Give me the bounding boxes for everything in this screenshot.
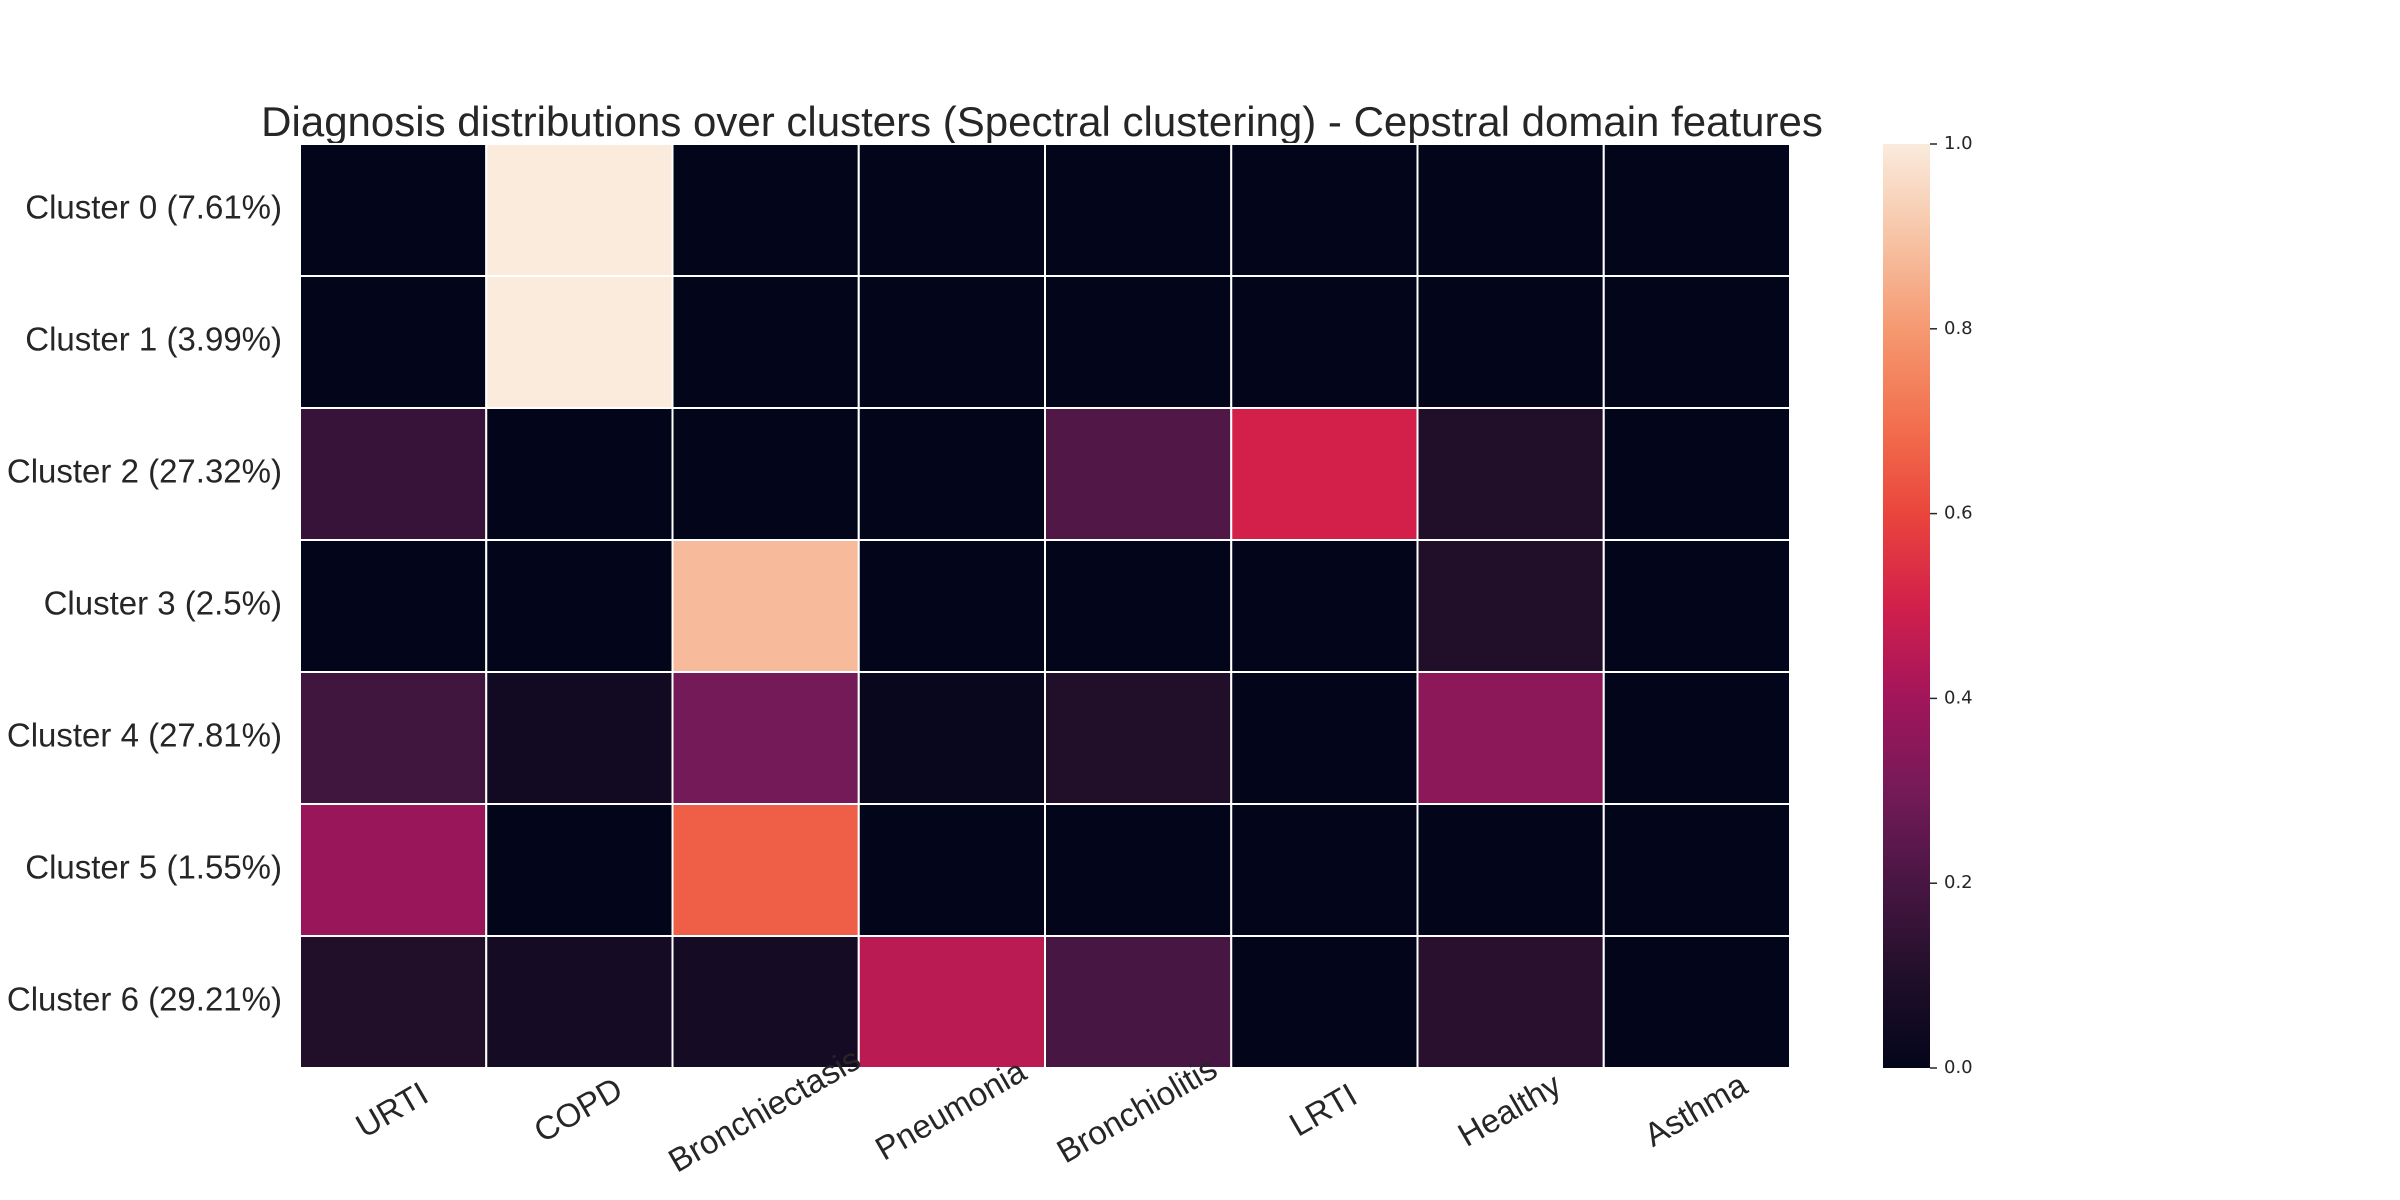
heatmap-cell xyxy=(1044,143,1233,277)
heatmap-cell xyxy=(485,671,674,805)
heatmap-cell xyxy=(1230,407,1419,541)
heatmap-cell xyxy=(671,539,860,673)
heatmap-cell xyxy=(299,539,488,673)
heatmap-cell xyxy=(671,803,860,937)
heatmap-cell xyxy=(1602,407,1791,541)
heatmap-cell xyxy=(857,803,1046,937)
heatmap-cell xyxy=(1602,671,1791,805)
heatmap-cell xyxy=(1044,803,1233,937)
heatmap-cell xyxy=(1044,935,1233,1069)
heatmap-cell xyxy=(857,935,1046,1069)
heatmap-cell xyxy=(299,275,488,409)
heatmap-cell xyxy=(1416,935,1605,1069)
heatmap-cell xyxy=(1230,935,1419,1069)
heatmap-cell xyxy=(1416,803,1605,937)
heatmap-cell xyxy=(857,671,1046,805)
row-label: Cluster 3 (2.5%) xyxy=(44,585,282,622)
row-label: Cluster 6 (29.21%) xyxy=(7,981,282,1018)
heatmap-cell xyxy=(671,143,860,277)
heatmap-cell xyxy=(299,407,488,541)
heatmap-cell xyxy=(485,407,674,541)
row-label: Cluster 2 (27.32%) xyxy=(7,453,282,490)
heatmap-cell xyxy=(485,935,674,1069)
column-label: URTI xyxy=(349,1074,434,1144)
heatmap-cell xyxy=(671,935,860,1069)
heatmap-cell xyxy=(1044,275,1233,409)
heatmap-cell xyxy=(1230,671,1419,805)
heatmap-cell xyxy=(1602,143,1791,277)
column-label: Asthma xyxy=(1638,1065,1754,1153)
heatmap-cell xyxy=(1044,671,1233,805)
column-label: Healthy xyxy=(1452,1065,1568,1153)
colorbar-tick-label: 1.0 xyxy=(1944,133,1973,154)
heatmap-cell xyxy=(671,275,860,409)
heatmap-cell xyxy=(857,539,1046,673)
heatmap-cell xyxy=(1602,539,1791,673)
heatmap-cell xyxy=(1602,935,1791,1069)
heatmap-cell xyxy=(1416,407,1605,541)
colorbar-tick-label: 0.4 xyxy=(1944,687,1973,708)
heatmap-cell xyxy=(299,143,488,277)
heatmap-cell xyxy=(1416,539,1605,673)
colorbar-tick-label: 0.0 xyxy=(1944,1057,1973,1078)
colorbar-tick-label: 0.8 xyxy=(1944,318,1973,339)
heatmap-cell xyxy=(1044,539,1233,673)
heatmap-cell xyxy=(857,143,1046,277)
heatmap-cell xyxy=(1230,143,1419,277)
heatmap-cell xyxy=(1230,803,1419,937)
row-labels: Cluster 0 (7.61%) Cluster 1 (3.99%) Cluste… xyxy=(7,189,282,1018)
heatmap-cell xyxy=(1416,275,1605,409)
heatmap-cell xyxy=(299,803,488,937)
heatmap-cell xyxy=(671,407,860,541)
row-label: Cluster 5 (1.55%) xyxy=(25,849,282,886)
heatmap-cell xyxy=(857,275,1046,409)
row-label: Cluster 0 (7.61%) xyxy=(25,189,282,226)
heatmap-cell xyxy=(485,539,674,673)
heatmap-cell xyxy=(299,935,488,1069)
heatmap-cell xyxy=(1416,671,1605,805)
heatmap-cell xyxy=(485,143,674,277)
heatmap-cell xyxy=(485,275,674,409)
heatmap-cell xyxy=(671,671,860,805)
heatmap-cell xyxy=(1044,407,1233,541)
heatmap-cell xyxy=(1602,275,1791,409)
chart-title: Diagnosis distributions over clusters (S… xyxy=(261,98,1823,145)
colorbar-tick-label: 0.6 xyxy=(1944,503,1973,524)
row-label: Cluster 1 (3.99%) xyxy=(25,321,282,358)
row-label: Cluster 4 (27.81%) xyxy=(7,717,282,754)
heatmap-cell xyxy=(857,407,1046,541)
heatmap-cells xyxy=(299,143,1791,1069)
heatmap-cell xyxy=(485,803,674,937)
heatmap-cell xyxy=(1602,803,1791,937)
heatmap-cell xyxy=(1230,539,1419,673)
column-label: COPD xyxy=(527,1070,628,1150)
column-label: LRTI xyxy=(1283,1076,1363,1144)
colorbar: 0.0 0.2 0.4 0.6 0.8 1.0 xyxy=(1883,133,1973,1078)
heatmap-cell xyxy=(1416,143,1605,277)
heatmap-cell xyxy=(299,671,488,805)
colorbar-tick-label: 0.2 xyxy=(1944,872,1973,893)
heatmap-cell xyxy=(1230,275,1419,409)
colorbar-gradient xyxy=(1883,144,1930,1068)
